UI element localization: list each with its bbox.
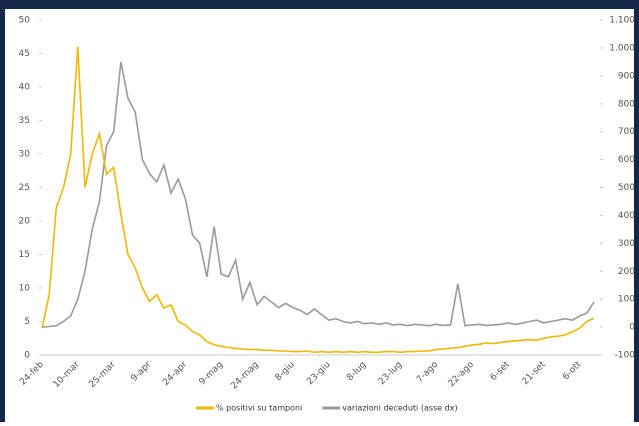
y-tick-label: 10 [19, 284, 31, 294]
y2-tick-label: 100 [618, 295, 635, 305]
y2-tick-label: 800 [618, 99, 635, 109]
legend-label: % positivi su tamponi [216, 404, 302, 413]
y-tick-label: 45 [19, 49, 30, 59]
y2-tick-label: 0 [629, 323, 635, 333]
y2-tick-label: 300 [618, 239, 635, 249]
series-line [41, 46, 595, 354]
y-tick-label: 0 [24, 351, 30, 361]
y2-tick-label: 500 [618, 183, 635, 193]
y-tick-label: 40 [19, 83, 31, 93]
legend-label: variazioni deceduti (asse dx) [342, 404, 457, 413]
y2-tick-label: -100 [615, 351, 636, 361]
series-line [41, 61, 595, 328]
y-tick-label: 25 [19, 183, 30, 193]
y-tick-label: 30 [19, 150, 31, 160]
y-tick-label: 15 [19, 250, 30, 260]
y2-tick-label: 400 [618, 211, 635, 221]
y2-tick-label: 1.000 [609, 43, 635, 53]
panel [5, 9, 634, 422]
y2-tick-label: 600 [618, 155, 635, 165]
y2-tick-label: 900 [618, 71, 635, 81]
y-tick-label: 50 [19, 16, 31, 26]
y-tick-label: 5 [24, 317, 30, 327]
y-tick-label: 20 [19, 217, 31, 227]
y2-tick-label: 700 [618, 127, 635, 137]
y2-tick-label: 1.100 [609, 16, 635, 26]
y2-tick-label: 200 [618, 267, 635, 277]
y-tick-label: 35 [19, 116, 30, 126]
